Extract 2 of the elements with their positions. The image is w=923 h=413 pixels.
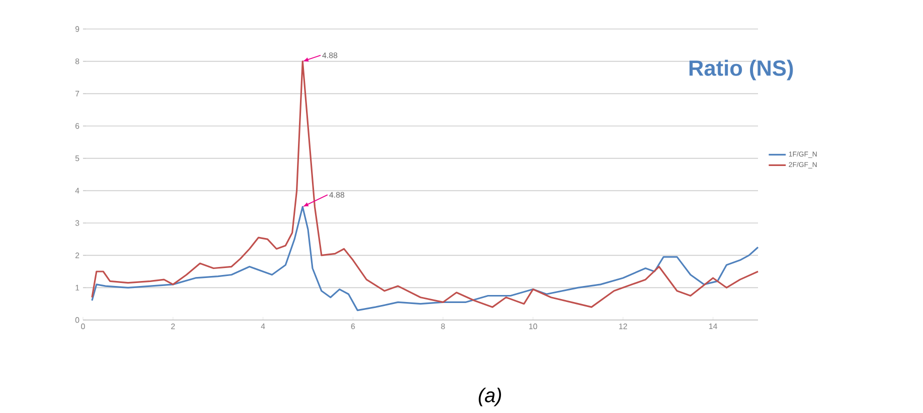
text: (a) xyxy=(478,388,501,406)
text: Ratio (NS) xyxy=(690,60,793,80)
